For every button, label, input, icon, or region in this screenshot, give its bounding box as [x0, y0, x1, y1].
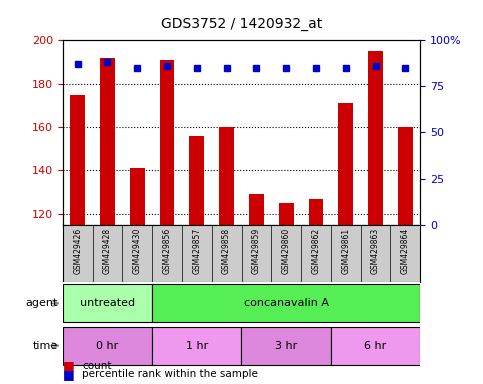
- Bar: [249, 194, 264, 225]
- Bar: [242, 326, 331, 365]
- Text: GSM429856: GSM429856: [163, 227, 171, 274]
- Bar: [309, 199, 324, 225]
- Text: GSM429428: GSM429428: [103, 227, 112, 274]
- Text: GSM429862: GSM429862: [312, 227, 320, 274]
- Text: GSM429858: GSM429858: [222, 227, 231, 274]
- Bar: [368, 51, 383, 225]
- Bar: [63, 284, 152, 323]
- Text: GSM429861: GSM429861: [341, 227, 350, 274]
- Bar: [70, 94, 85, 225]
- Text: ■: ■: [63, 368, 74, 381]
- Text: agent: agent: [26, 298, 58, 308]
- Bar: [100, 58, 115, 225]
- Bar: [331, 326, 420, 365]
- Text: GSM429426: GSM429426: [73, 227, 82, 274]
- Text: GSM429863: GSM429863: [371, 227, 380, 274]
- Bar: [219, 127, 234, 225]
- Text: percentile rank within the sample: percentile rank within the sample: [82, 369, 258, 379]
- Bar: [338, 103, 353, 225]
- Text: GSM429860: GSM429860: [282, 227, 291, 274]
- Text: untreated: untreated: [80, 298, 135, 308]
- Text: 6 hr: 6 hr: [364, 341, 387, 351]
- Text: 0 hr: 0 hr: [96, 341, 119, 351]
- Bar: [159, 60, 174, 225]
- Bar: [63, 326, 152, 365]
- Text: GDS3752 / 1420932_at: GDS3752 / 1420932_at: [161, 17, 322, 31]
- Text: GSM429859: GSM429859: [252, 227, 261, 274]
- Text: time: time: [33, 341, 58, 351]
- Text: 1 hr: 1 hr: [185, 341, 208, 351]
- Text: count: count: [82, 361, 112, 371]
- Bar: [398, 127, 413, 225]
- Bar: [152, 284, 420, 323]
- Bar: [189, 136, 204, 225]
- Text: concanavalin A: concanavalin A: [244, 298, 328, 308]
- Text: GSM429430: GSM429430: [133, 227, 142, 274]
- Text: ■: ■: [63, 359, 74, 372]
- Text: GSM429857: GSM429857: [192, 227, 201, 274]
- Text: 3 hr: 3 hr: [275, 341, 298, 351]
- Text: GSM429864: GSM429864: [401, 227, 410, 274]
- Bar: [279, 203, 294, 225]
- Bar: [130, 168, 145, 225]
- Bar: [152, 326, 242, 365]
